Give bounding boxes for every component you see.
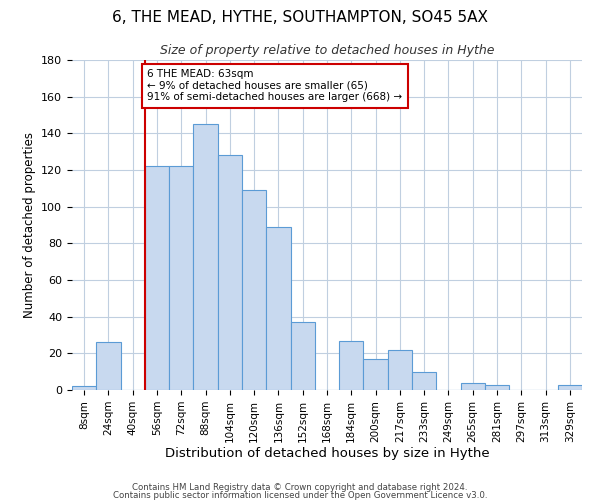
Text: Contains public sector information licensed under the Open Government Licence v3: Contains public sector information licen… [113,491,487,500]
Title: Size of property relative to detached houses in Hythe: Size of property relative to detached ho… [160,44,494,58]
Text: 6 THE MEAD: 63sqm
← 9% of detached houses are smaller (65)
91% of semi-detached : 6 THE MEAD: 63sqm ← 9% of detached house… [147,69,403,102]
Bar [290,322,315,390]
Bar [412,372,436,390]
Bar [364,359,388,390]
Text: 6, THE MEAD, HYTHE, SOUTHAMPTON, SO45 5AX: 6, THE MEAD, HYTHE, SOUTHAMPTON, SO45 5A… [112,10,488,25]
Text: Contains HM Land Registry data © Crown copyright and database right 2024.: Contains HM Land Registry data © Crown c… [132,484,468,492]
Bar [72,386,96,390]
Bar [339,340,364,390]
Bar [388,350,412,390]
Bar [266,227,290,390]
Bar [461,382,485,390]
Bar [218,156,242,390]
X-axis label: Distribution of detached houses by size in Hythe: Distribution of detached houses by size … [164,448,490,460]
Bar [558,384,582,390]
Bar [169,166,193,390]
Bar [242,190,266,390]
Bar [96,342,121,390]
Bar [193,124,218,390]
Bar [145,166,169,390]
Y-axis label: Number of detached properties: Number of detached properties [23,132,35,318]
Bar [485,384,509,390]
